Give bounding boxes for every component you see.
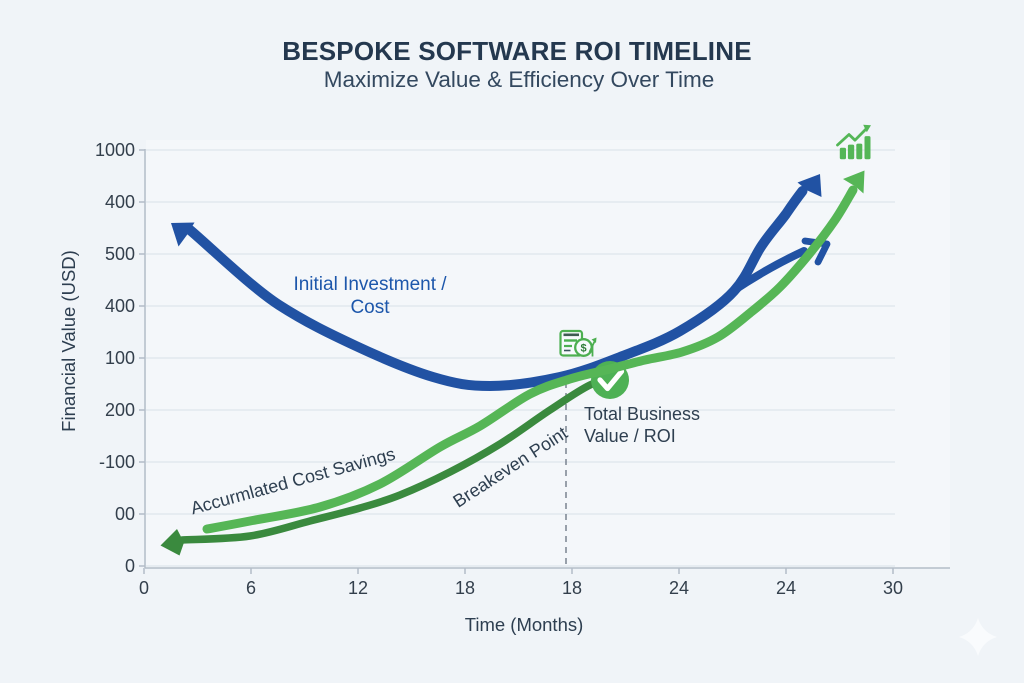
svg-text:$: $ (580, 343, 586, 355)
